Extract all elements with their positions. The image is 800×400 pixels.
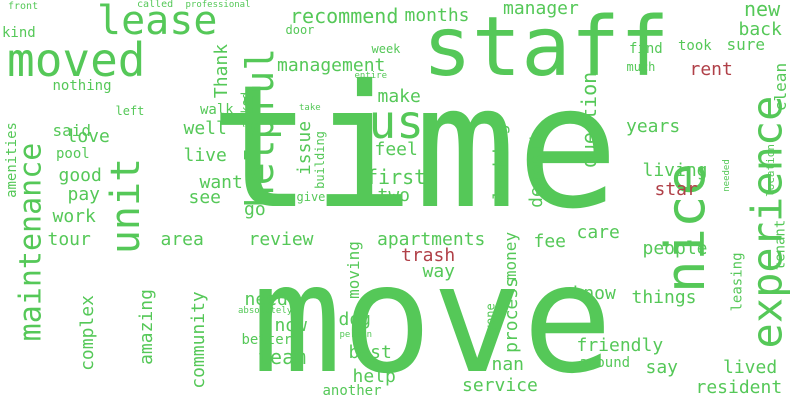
- word-take: take: [299, 102, 321, 113]
- word-well: well: [183, 118, 227, 139]
- word-asked: asked: [239, 91, 254, 129]
- word-building: building: [312, 131, 327, 189]
- word-area: area: [160, 229, 204, 250]
- word-tour: tour: [47, 229, 91, 250]
- word-years: years: [626, 116, 681, 137]
- word-management: management: [277, 55, 386, 76]
- word-lived: lived: [723, 357, 778, 378]
- word-professional: professional: [185, 0, 251, 10]
- word-left: left: [115, 104, 145, 118]
- word-best: best: [348, 342, 392, 363]
- word-front: front: [8, 1, 39, 12]
- word-live: live: [183, 145, 227, 166]
- word-sure: sure: [726, 35, 766, 54]
- word-called: called: [137, 0, 174, 10]
- word-process: process: [500, 277, 522, 353]
- word-dog: dog: [338, 309, 372, 330]
- word-community: community: [187, 291, 209, 389]
- word-back: back: [738, 19, 782, 40]
- word-moved: moved: [7, 33, 146, 87]
- word-location: location: [763, 143, 777, 197]
- word-much: much: [626, 60, 656, 74]
- word-lease: lease: [97, 0, 218, 44]
- word-care: care: [576, 222, 620, 243]
- word-make: make: [377, 86, 421, 107]
- word-nothing: nothing: [52, 78, 112, 94]
- word-walk: walk: [200, 102, 234, 118]
- word-help: help: [352, 366, 396, 387]
- word-rent: rent: [689, 59, 733, 80]
- word-staff: staff: [422, 0, 670, 95]
- word-apartments: apartments: [377, 229, 486, 250]
- word-kind: kind: [2, 25, 36, 41]
- word-say: say: [645, 357, 679, 378]
- word-things: things: [631, 287, 697, 308]
- word-around: around: [579, 355, 631, 371]
- word-door: door: [285, 23, 315, 37]
- word-resident: resident: [695, 377, 783, 398]
- word-living: living: [642, 160, 708, 181]
- word-took: took: [678, 38, 712, 54]
- word-feel: feel: [374, 139, 418, 160]
- word-go: go: [244, 199, 266, 220]
- word-tenant: tenant: [771, 219, 788, 271]
- word-move: move: [251, 233, 613, 400]
- word-team: team: [258, 345, 307, 369]
- word-clean: clean: [771, 62, 791, 112]
- word-absolutely: absolutely: [238, 305, 293, 316]
- word-two: two: [377, 185, 411, 206]
- word-give: give: [296, 190, 326, 204]
- word-pay: pay: [67, 184, 101, 205]
- word-issue: issue: [294, 120, 316, 176]
- word-fee: fee: [533, 231, 567, 252]
- word-review: review: [248, 229, 314, 250]
- word-new: new: [744, 0, 781, 21]
- word-moving: moving: [343, 241, 363, 299]
- word-another: another: [322, 383, 382, 399]
- word-find: find: [629, 41, 663, 57]
- word-leasing: leasing: [729, 252, 746, 312]
- word-way: way: [422, 261, 456, 282]
- word-friendly: friendly: [576, 335, 664, 356]
- word-said: said: [52, 121, 92, 140]
- word-anyone: anyone: [483, 303, 498, 347]
- word-us: us: [368, 95, 424, 149]
- word-trash: trash: [401, 245, 456, 266]
- word-time: time: [209, 49, 619, 247]
- word-good: good: [58, 165, 102, 186]
- word-maintenance: maintenance: [12, 142, 48, 342]
- word-now: now: [274, 315, 308, 336]
- word-people: people: [642, 238, 708, 259]
- word-person: person: [339, 329, 373, 340]
- word-needed: needed: [721, 158, 732, 192]
- word-amazing: amazing: [135, 289, 157, 365]
- word-question: question: [577, 71, 602, 169]
- word-know: know: [572, 283, 616, 304]
- word-need: need: [244, 289, 288, 310]
- word-deposit: deposit: [525, 132, 547, 208]
- word-work: work: [52, 206, 96, 227]
- word-entire: entire: [354, 70, 388, 81]
- word-recommend: recommend: [290, 4, 399, 28]
- word-service: service: [462, 375, 538, 396]
- word-pool: pool: [56, 146, 90, 162]
- word-unit: unit: [103, 157, 150, 255]
- word-better: better: [241, 332, 293, 348]
- word-see: see: [188, 187, 222, 208]
- word-months: months: [404, 5, 470, 26]
- word-manager: manager: [503, 0, 579, 19]
- word-first: first: [366, 165, 427, 189]
- word-amenities: amenities: [3, 122, 20, 198]
- word-money: money: [501, 231, 521, 281]
- word-thank: Thank: [211, 43, 233, 99]
- word-nan: nan: [491, 354, 525, 375]
- word-week: week: [371, 42, 401, 56]
- word-complex: complex: [76, 295, 98, 371]
- word-looking: looking: [489, 124, 511, 200]
- word-star: star: [654, 179, 698, 200]
- word-love: love: [66, 126, 110, 147]
- word-want: want: [199, 172, 243, 193]
